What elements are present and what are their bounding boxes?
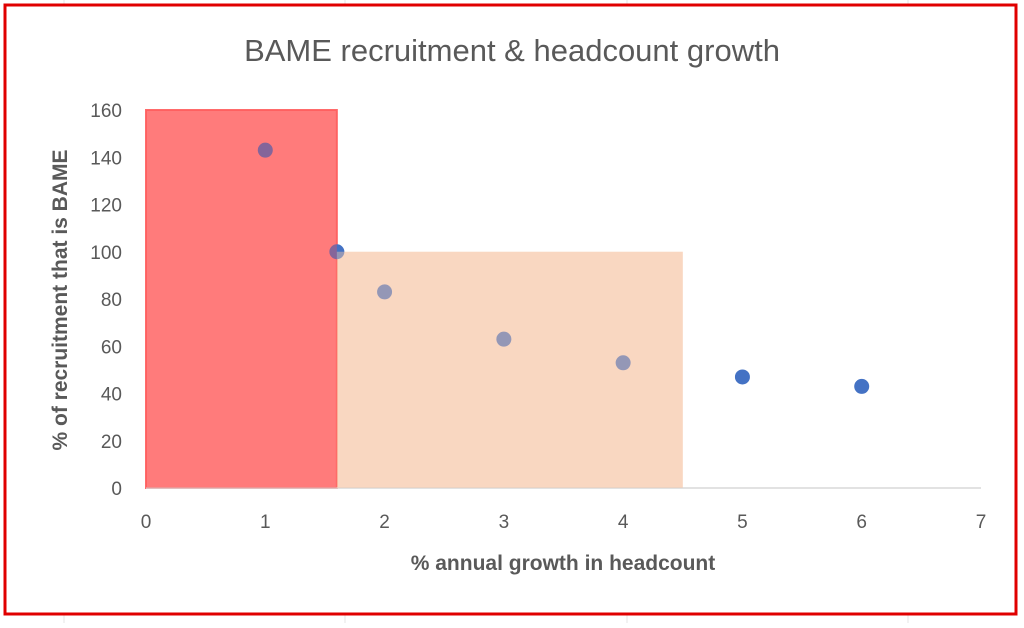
data-points	[146, 110, 870, 488]
data-point	[257, 142, 273, 158]
data-point	[734, 369, 750, 385]
y-tick-label: 100	[90, 243, 122, 264]
shaded-region-overlay	[336, 251, 683, 488]
x-tick-label: 6	[856, 512, 867, 533]
y-tick-label: 40	[101, 385, 122, 406]
x-tick-label: 2	[379, 512, 390, 533]
data-point	[377, 284, 393, 300]
x-axis-title: % annual growth in headcount	[411, 552, 716, 575]
x-tick-label: 3	[499, 512, 510, 533]
y-tick-label: 20	[101, 432, 122, 453]
x-tick-label: 1	[260, 512, 271, 533]
y-tick-label: 120	[90, 196, 122, 217]
shaded-region-overlay	[146, 110, 337, 488]
x-tick-labels: 0 1 2 3 4 5 6 7	[141, 512, 987, 533]
y-tick-label: 60	[101, 337, 122, 358]
y-tick-label: 140	[90, 148, 122, 169]
region-overlay	[146, 110, 683, 488]
x-tick-label: 7	[976, 512, 987, 533]
data-point	[496, 331, 512, 347]
y-tick-label: 0	[111, 479, 122, 500]
x-tick-label: 5	[737, 512, 748, 533]
y-tick-label: 80	[101, 290, 122, 311]
chart-title: BAME recruitment & headcount growth	[244, 33, 780, 68]
y-tick-labels: 0 20 40 60 80 100 120 140 160	[90, 101, 122, 500]
y-tick-label: 160	[90, 101, 122, 122]
x-tick-label: 4	[618, 512, 629, 533]
x-tick-label: 0	[141, 512, 152, 533]
data-point	[615, 355, 631, 371]
y-axis-title: % of recruitment that is BAME	[49, 149, 72, 450]
data-point	[854, 378, 870, 394]
data-point	[329, 244, 345, 260]
